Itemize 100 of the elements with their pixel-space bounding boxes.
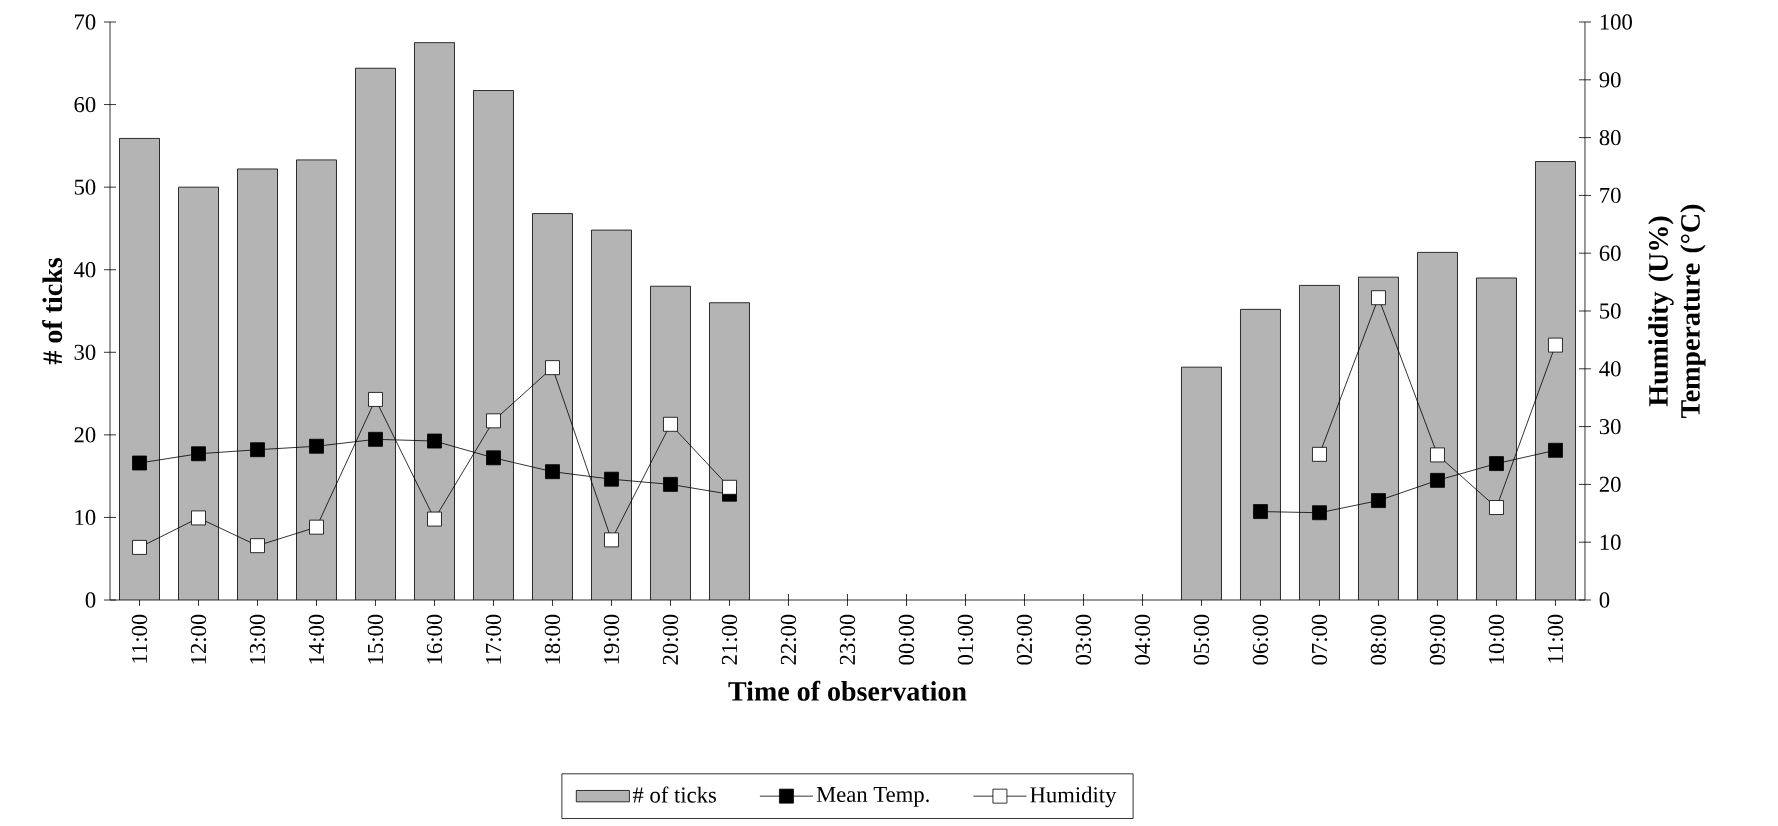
point — [309, 438, 324, 454]
point — [486, 413, 501, 429]
x-tick-label: 11:00 — [1547, 614, 1564, 663]
x-tick-label: 07:00 — [1311, 614, 1328, 665]
y2-tick-label: 70 — [1600, 187, 1621, 204]
point — [250, 442, 265, 458]
y2-tick-label: 80 — [1599, 129, 1621, 146]
y-tick-label: 40 — [73, 262, 96, 278]
point — [1548, 442, 1563, 458]
bar — [178, 187, 219, 600]
bar — [473, 90, 514, 600]
x-tick-label: 16:00 — [426, 614, 443, 664]
y2-axis-title: Humidity (U%) Temperature (°C) — [1648, 204, 1706, 419]
y2-tick-label: 60 — [1599, 245, 1621, 261]
y2-tick-label: 20 — [1599, 476, 1621, 493]
legend-label: Mean Temp. — [816, 787, 929, 807]
x-tick-label: 09:00 — [1429, 614, 1446, 665]
point — [191, 510, 206, 526]
x-tick-label: 06:00 — [1252, 614, 1269, 665]
y2-tick-label: 100 — [1600, 14, 1632, 30]
x-tick-label: 18:00 — [544, 614, 561, 664]
x-tick-label: 10:00 — [1488, 614, 1505, 664]
point — [1312, 446, 1327, 462]
y-tick-label: 10 — [75, 509, 96, 526]
x-tick-label: 21:00 — [721, 614, 738, 665]
x-tick-label: 23:00 — [839, 614, 856, 665]
point — [1430, 472, 1445, 488]
x-tick-label: 05:00 — [1193, 614, 1210, 665]
y-axis-title: # of ticks — [42, 258, 63, 365]
bar — [650, 286, 691, 600]
point — [309, 519, 324, 535]
point — [368, 392, 383, 407]
x-tick-label: 00:00 — [898, 614, 915, 665]
x-tick-label: 17:00 — [485, 614, 502, 664]
bar — [355, 68, 396, 600]
x-tick-label: 03:00 — [1075, 614, 1092, 665]
point — [1253, 504, 1268, 519]
point — [368, 431, 383, 447]
point — [1489, 456, 1504, 471]
point — [427, 511, 442, 527]
point — [132, 455, 147, 471]
point — [604, 471, 619, 487]
bar — [1358, 277, 1399, 600]
y-tick-label: 0 — [85, 592, 96, 608]
legend-label: Humidity — [1030, 786, 1117, 808]
x-tick-label: 01:00 — [957, 614, 974, 665]
point — [427, 433, 442, 449]
y2-tick-label: 0 — [1599, 592, 1610, 608]
bar — [414, 42, 455, 600]
x-axis-title: Time of observation — [728, 680, 967, 701]
bar — [532, 213, 573, 600]
y-tick-label: 50 — [74, 179, 96, 195]
bar — [1181, 367, 1222, 600]
x-tick-label: 04:00 — [1134, 614, 1151, 665]
y2-tick-label: 90 — [1599, 72, 1621, 88]
point — [663, 477, 678, 492]
y-tick-label: 20 — [74, 427, 96, 443]
point — [132, 540, 147, 555]
x-tick-label: 08:00 — [1370, 614, 1387, 665]
bar — [237, 168, 278, 600]
y2-tick-label: 30 — [1599, 418, 1621, 435]
y2-tick-label: 40 — [1599, 361, 1621, 377]
bar — [591, 230, 632, 600]
point — [250, 538, 265, 554]
x-tick-label: 14:00 — [308, 614, 325, 664]
x-tick-label: 11:00 — [131, 614, 148, 663]
y2-tick-label: 10 — [1600, 534, 1621, 550]
y-tick-label: 60 — [74, 96, 96, 113]
bar — [119, 138, 160, 600]
point — [1430, 447, 1445, 463]
point — [663, 416, 678, 432]
x-tick-label: 19:00 — [603, 614, 620, 664]
point — [722, 479, 737, 495]
bar — [1299, 285, 1340, 600]
point — [1489, 500, 1504, 515]
legend-label: # of ticks — [632, 786, 717, 803]
bar — [1535, 161, 1576, 600]
bar — [709, 302, 750, 600]
y-tick-label: 30 — [74, 344, 96, 360]
y2-tick-label: 50 — [1600, 303, 1621, 319]
point — [486, 450, 501, 466]
point — [1312, 505, 1327, 521]
bar — [1240, 309, 1281, 600]
point — [545, 360, 560, 376]
point — [1548, 337, 1563, 353]
x-tick-label: 20:00 — [662, 614, 679, 665]
point — [545, 464, 560, 480]
point — [604, 532, 619, 548]
x-tick-label: 02:00 — [1016, 614, 1033, 665]
bar — [1476, 277, 1517, 600]
point — [1371, 493, 1386, 508]
x-tick-label: 12:00 — [190, 614, 207, 664]
x-tick-label: 22:00 — [780, 614, 797, 665]
bar — [296, 159, 337, 600]
bar — [1417, 252, 1458, 600]
point — [1371, 290, 1386, 306]
x-tick-label: 13:00 — [249, 614, 266, 664]
point — [191, 446, 206, 462]
y-tick-label: 70 — [75, 14, 96, 30]
x-tick-label: 15:00 — [367, 614, 384, 664]
